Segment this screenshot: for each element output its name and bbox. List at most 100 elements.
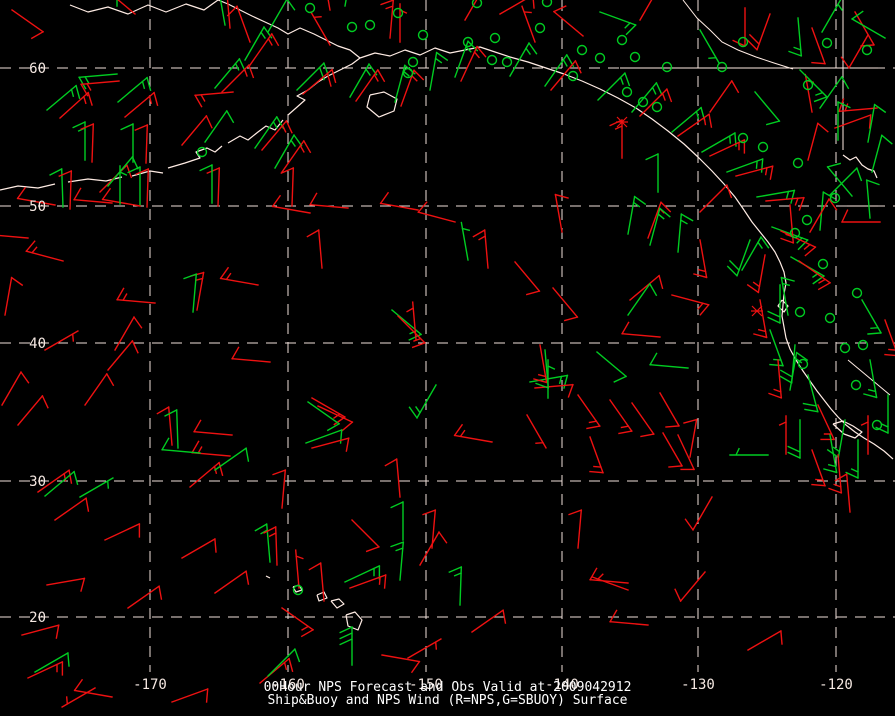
nps-wind-barb bbox=[765, 196, 805, 211]
station-circle bbox=[824, 312, 836, 324]
nps-wind-barb bbox=[281, 607, 315, 638]
station-circle bbox=[534, 22, 546, 34]
coastline-segment bbox=[265, 575, 271, 579]
coastline-segment bbox=[359, 46, 745, 211]
station-circle bbox=[801, 214, 813, 226]
nps-wind-barb bbox=[674, 571, 706, 603]
station-circle bbox=[594, 52, 606, 64]
sbuoy-wind-barb bbox=[164, 409, 179, 449]
station-circle bbox=[392, 7, 404, 19]
coastline-segment bbox=[832, 420, 863, 439]
station-circle bbox=[737, 132, 749, 144]
nps-wind-barb bbox=[317, 405, 354, 432]
station-circle bbox=[821, 37, 833, 49]
station-circle bbox=[789, 227, 801, 239]
nps-wind-barb bbox=[73, 187, 113, 204]
nps-wind-barb bbox=[780, 230, 817, 257]
nps-wind-barb bbox=[116, 287, 156, 304]
nps-wind-barb bbox=[381, 654, 421, 674]
axis-labels: 60 50 40 30 20 -170 -160 -150 -140 -130 -120 bbox=[29, 61, 853, 693]
nps-wind-barb bbox=[73, 678, 113, 698]
coastline-segment bbox=[227, 119, 284, 144]
lat-lon-gridlines bbox=[0, 0, 895, 672]
coastline-segment bbox=[330, 598, 345, 609]
nps-wind-barb bbox=[746, 254, 766, 294]
nps-wind-barb bbox=[127, 585, 163, 609]
star-marker bbox=[616, 116, 628, 128]
nps-wind-barb bbox=[61, 687, 96, 708]
sbuoy-wind-barb bbox=[699, 29, 720, 64]
nps-wind-barb bbox=[609, 609, 649, 626]
coastline-segment bbox=[743, 209, 894, 460]
station-circle bbox=[850, 379, 862, 391]
nps-wind-barb bbox=[310, 11, 331, 46]
sbuoy-wind-barb bbox=[649, 352, 689, 369]
coastline-segment bbox=[167, 145, 223, 169]
station-circle bbox=[576, 44, 588, 56]
longitude-tick-label: -130 bbox=[681, 677, 715, 693]
station-circle bbox=[304, 2, 316, 14]
nps-wind-barb bbox=[107, 339, 139, 371]
station-circle bbox=[839, 342, 851, 354]
station-circle bbox=[196, 146, 208, 158]
sbuoy-wind-barb bbox=[267, 0, 296, 33]
sbuoy-wind-barb bbox=[127, 166, 141, 206]
nps-wind-barb bbox=[104, 522, 141, 541]
nps-wind-barb bbox=[294, 549, 304, 589]
station-circle bbox=[651, 101, 663, 113]
nps-wind-barb bbox=[193, 419, 233, 436]
nps-wind-barb bbox=[778, 415, 787, 455]
nps-wind-barb bbox=[226, 0, 231, 29]
nps-wind-barb bbox=[379, 191, 419, 211]
nps-wind-barb bbox=[25, 240, 64, 262]
nps-wind-barb bbox=[281, 139, 312, 173]
nps-wind-barb bbox=[684, 496, 713, 531]
nps-wind-barb bbox=[568, 509, 583, 549]
nps-wind-barb bbox=[59, 91, 93, 119]
nps-wind-barb bbox=[471, 609, 507, 633]
nps-wind-barb bbox=[609, 399, 633, 435]
sbuoy-wind-barb bbox=[219, 0, 226, 26]
nps-wind-barb bbox=[349, 574, 387, 589]
nps-wind-barb bbox=[631, 402, 655, 438]
sbuoy-wind-barb bbox=[46, 84, 81, 111]
nps-wind-barb bbox=[259, 657, 294, 684]
sbuoy-wind-barb bbox=[339, 626, 353, 666]
nps-wind-barb bbox=[21, 624, 60, 639]
sbuoy-wind-barb bbox=[789, 351, 809, 391]
coastlines bbox=[0, 0, 894, 631]
nps-wind-barb bbox=[206, 167, 221, 207]
nps-wind-barb bbox=[311, 437, 350, 452]
sbuoy-wind-barb bbox=[307, 401, 341, 432]
sbuoy-wind-barb bbox=[120, 123, 134, 163]
sbuoy-wind-barb bbox=[344, 0, 347, 7]
sbuoy-wind-barb bbox=[875, 394, 889, 434]
station-circle bbox=[857, 339, 869, 351]
sbuoy-wind-barb bbox=[460, 221, 471, 261]
nps-wind-barb bbox=[735, 165, 774, 180]
nps-wind-barb bbox=[0, 234, 29, 239]
sbuoy-wind-barb bbox=[34, 652, 70, 673]
sbuoy-wind-barb bbox=[780, 276, 795, 316]
sbuoy-wind-barb bbox=[769, 329, 784, 367]
station-circle bbox=[737, 36, 749, 48]
nps-wind-barb bbox=[272, 469, 287, 509]
sbuoy-wind-barb bbox=[79, 477, 114, 498]
sbuoy-wind-barb bbox=[649, 207, 671, 246]
sbuoy-wind-barb bbox=[865, 179, 880, 219]
sbuoy-wind-barb bbox=[274, 134, 303, 169]
sbuoy-wind-barb bbox=[599, 11, 637, 36]
nps-wind-barb bbox=[662, 432, 683, 468]
station-circle bbox=[407, 56, 419, 68]
nps-wind-barb bbox=[84, 372, 115, 406]
sbuoy-wind-barb bbox=[204, 109, 235, 143]
nps-wind-barb bbox=[399, 3, 408, 43]
nps-wind-barb bbox=[550, 59, 582, 91]
nps-wind-barb bbox=[526, 414, 547, 449]
nps-wind-barb bbox=[639, 88, 673, 117]
station-circle bbox=[797, 358, 809, 370]
nps-wind-barb bbox=[80, 80, 120, 97]
sbuoy-wind-barb bbox=[826, 419, 846, 459]
